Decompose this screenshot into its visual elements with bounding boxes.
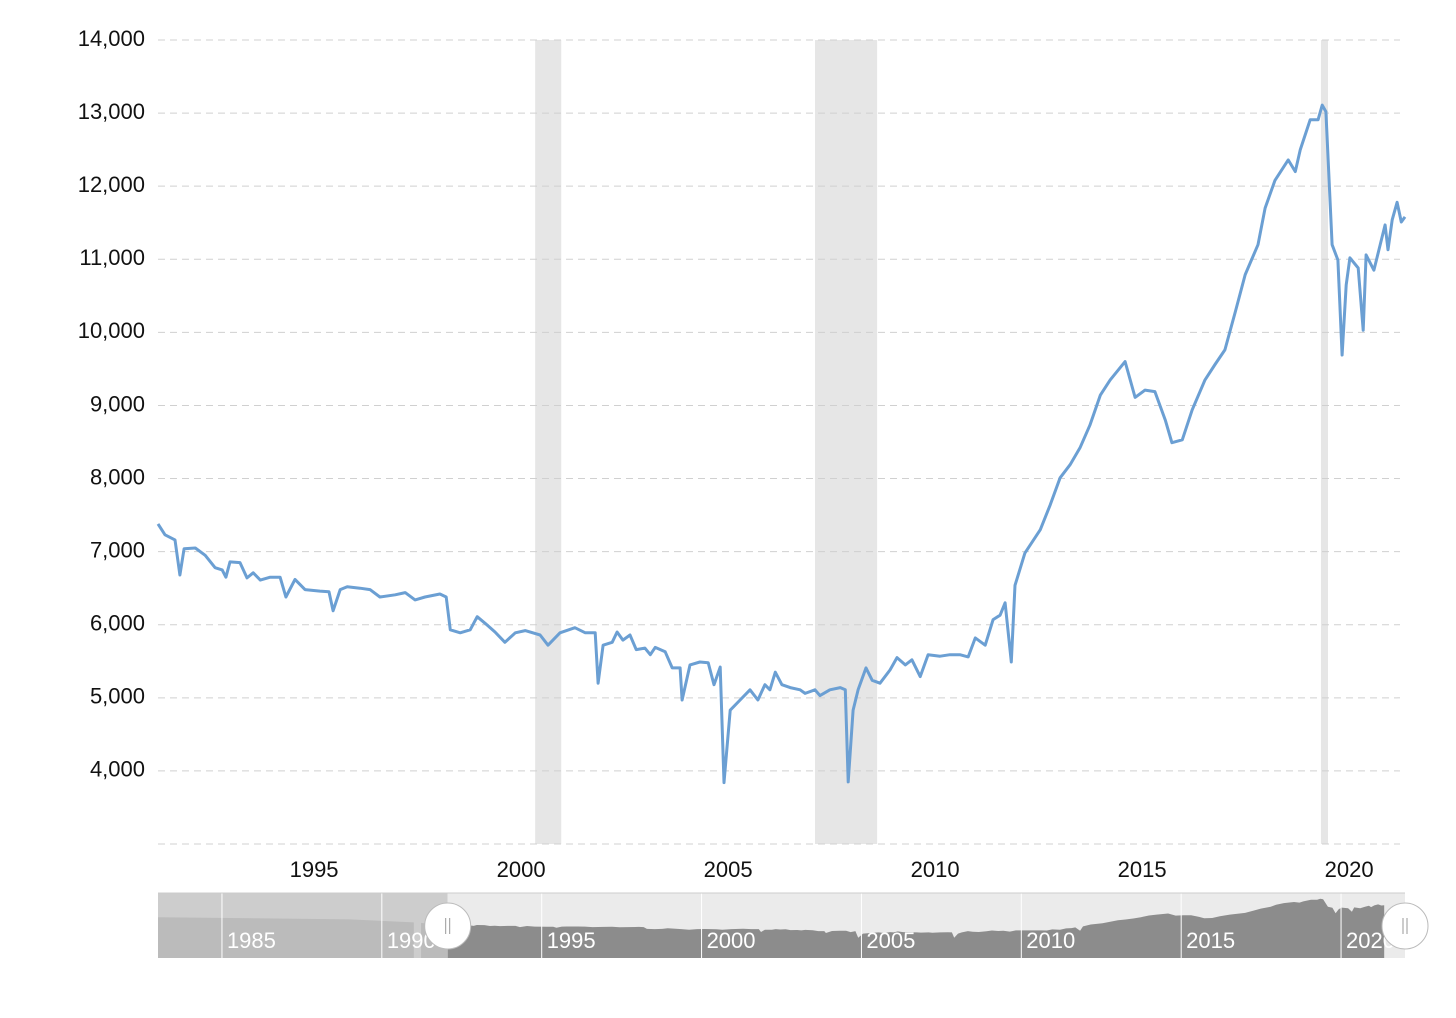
shaded-range: [1320, 40, 1328, 844]
navigator-area: [447, 898, 1385, 958]
navigator-tick-label: 2015: [1186, 928, 1235, 953]
x-tick-label: 1995: [290, 857, 339, 882]
y-tick-label: 12,000: [78, 172, 145, 197]
navigator-area: [158, 917, 414, 958]
navigator-tick-label: 2000: [707, 928, 756, 953]
x-tick-label: 2005: [704, 857, 753, 882]
y-tick-label: 9,000: [90, 391, 145, 416]
navigator-tick-label: 2010: [1026, 928, 1075, 953]
navigator-tick-label: 1985: [227, 928, 276, 953]
y-tick-label: 5,000: [90, 684, 145, 709]
navigator-tick-label: 2005: [866, 928, 915, 953]
y-tick-label: 13,000: [78, 99, 145, 124]
y-tick-label: 8,000: [90, 464, 145, 489]
y-tick-label: 14,000: [78, 26, 145, 51]
y-tick-label: 4,000: [90, 757, 145, 782]
y-tick-label: 11,000: [79, 245, 145, 270]
x-tick-label: 2010: [911, 857, 960, 882]
navigator-handle[interactable]: [1381, 902, 1429, 950]
y-tick-label: 10,000: [78, 318, 145, 343]
navigator-tick-label: 1995: [547, 928, 596, 953]
data-line: [156, 103, 1407, 785]
shaded-range: [535, 40, 562, 844]
x-tick-label: 2000: [497, 857, 546, 882]
x-tick-label: 2020: [1325, 857, 1374, 882]
y-tick-label: 6,000: [90, 611, 145, 636]
navigator-handle[interactable]: [424, 902, 472, 950]
y-tick-label: 7,000: [90, 537, 145, 562]
x-tick-label: 2015: [1118, 857, 1167, 882]
navigator-region: [447, 893, 1405, 958]
